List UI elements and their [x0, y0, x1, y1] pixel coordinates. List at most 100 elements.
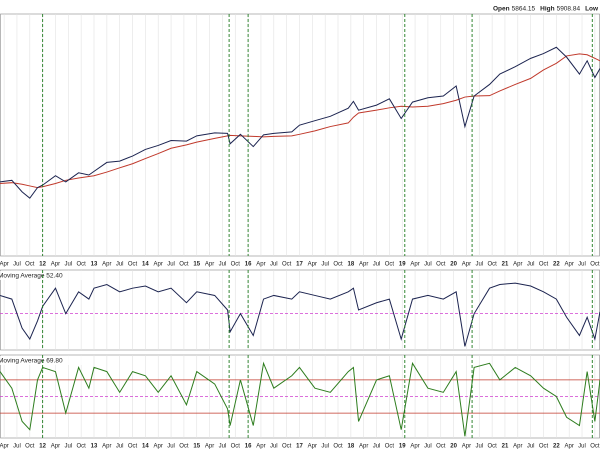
x-tick-label: Jul [475, 262, 483, 268]
header-value: 5864.15 [512, 6, 536, 13]
x-tick-label: Apr [513, 444, 522, 450]
x-tick-label: Apr [102, 262, 111, 268]
x-tick-label: Apr [51, 444, 60, 450]
header-value: 5908.84 [557, 6, 581, 13]
x-tick-label: Oct [179, 444, 189, 450]
x-tick-label: Apr [462, 444, 471, 450]
x-tick-label: Oct [231, 444, 241, 450]
x-tick-label: Oct [282, 262, 292, 268]
x-tick-label: Apr [256, 262, 265, 268]
x-tick-label: 20 [450, 444, 457, 450]
x-tick-label: Jul [167, 262, 175, 268]
x-tick-label: Oct [179, 262, 189, 268]
x-tick-label: Apr [513, 262, 522, 268]
x-tick-label: Jul [475, 444, 483, 450]
x-tick-label: Apr [205, 444, 214, 450]
x-tick-label: 12 [39, 444, 46, 450]
x-tick-label: Apr [410, 262, 419, 268]
x-tick-label: Jul [219, 444, 227, 450]
panel-frame [0, 269, 600, 351]
x-tick-label: Oct [385, 262, 395, 268]
x-tick-label: Oct [231, 262, 241, 268]
x-tick-label: Apr [205, 262, 214, 268]
x-tick-label: Apr [308, 262, 317, 268]
x-tick-label: Oct [333, 444, 343, 450]
x-tick-label: 17 [296, 262, 303, 268]
x-tick-label: Jul [578, 444, 586, 450]
x-tick-label: Apr [154, 262, 163, 268]
x-tick-label: Oct [25, 262, 35, 268]
x-tick-label: 22 [553, 262, 560, 268]
x-tick-label: 15 [193, 444, 200, 450]
x-tick-label: Apr [51, 262, 60, 268]
x-tick-label: Oct [128, 262, 138, 268]
x-tick-label: 18 [348, 262, 355, 268]
x-tick-label: Jul [219, 262, 227, 268]
x-tick-label: 14 [142, 444, 149, 450]
x-tick-label: 15 [193, 262, 200, 268]
title-bg [0, 271, 82, 280]
x-tick-label: Apr [565, 262, 574, 268]
x-tick-label: Jul [116, 262, 124, 268]
x-tick-label: Jul [270, 444, 278, 450]
series-line [0, 361, 600, 437]
x-tick-label: Jul [321, 262, 329, 268]
x-tick-label: Jul [270, 262, 278, 268]
x-tick-label: Oct [590, 444, 600, 450]
x-tick-label: 22 [553, 444, 560, 450]
x-tick-label: 17 [296, 444, 303, 450]
x-tick-label: Jul [527, 444, 535, 450]
x-tick-label: Apr [359, 262, 368, 268]
x-tick-label: 19 [399, 262, 406, 268]
panel-title: Moving Average 52.40 [0, 273, 63, 280]
x-tick-label: Oct [282, 444, 292, 450]
x-tick-label: Oct [539, 444, 549, 450]
x-tick-label: Jul [167, 444, 175, 450]
x-tick-label: Jul [116, 444, 124, 450]
x-tick-label: Oct [333, 262, 343, 268]
x-tick-label: Oct [385, 444, 395, 450]
x-tick-label: 19 [399, 444, 406, 450]
series-line [0, 53, 600, 189]
x-tick-label: Jul [373, 444, 381, 450]
x-tick-label: Apr [410, 444, 419, 450]
x-tick-label: Oct [76, 444, 86, 450]
series-line [0, 46, 600, 199]
x-tick-label: Oct [436, 444, 446, 450]
x-tick-label: Oct [436, 262, 446, 268]
x-tick-label: 20 [450, 262, 457, 268]
x-tick-label: Apr [0, 262, 9, 268]
x-tick-label: Jul [424, 444, 432, 450]
x-tick-label: Apr [462, 262, 471, 268]
x-tick-label: 16 [245, 262, 252, 268]
x-tick-label: Apr [359, 444, 368, 450]
x-tick-label: Apr [308, 444, 317, 450]
x-tick-label: Apr [102, 444, 111, 450]
x-tick-label: 13 [91, 262, 98, 268]
x-tick-label: 14 [142, 262, 149, 268]
series-line [0, 282, 600, 347]
x-tick-label: Jul [578, 262, 586, 268]
x-tick-label: 12 [39, 262, 46, 268]
x-tick-label: Jul [64, 262, 72, 268]
header-label: Open [493, 6, 510, 13]
x-tick-label: Apr [154, 444, 163, 450]
x-tick-label: 16 [245, 444, 252, 450]
x-tick-label: Oct [76, 262, 86, 268]
x-tick-label: Oct [25, 444, 35, 450]
x-tick-label: Apr [565, 444, 574, 450]
x-tick-label: Oct [487, 444, 497, 450]
x-tick-label: 21 [502, 444, 509, 450]
header-label: High [540, 6, 554, 13]
x-tick-label: 13 [91, 444, 98, 450]
x-tick-label: Jul [373, 262, 381, 268]
x-tick-label: 21 [502, 262, 509, 268]
x-tick-label: Jul [13, 444, 21, 450]
x-tick-label: Jul [64, 444, 72, 450]
x-tick-label: Apr [0, 444, 9, 450]
header-label: Low [585, 6, 599, 13]
title-bg [0, 356, 82, 365]
panel-title: Moving Average 69.80 [0, 358, 63, 365]
x-tick-label: Oct [590, 262, 600, 268]
